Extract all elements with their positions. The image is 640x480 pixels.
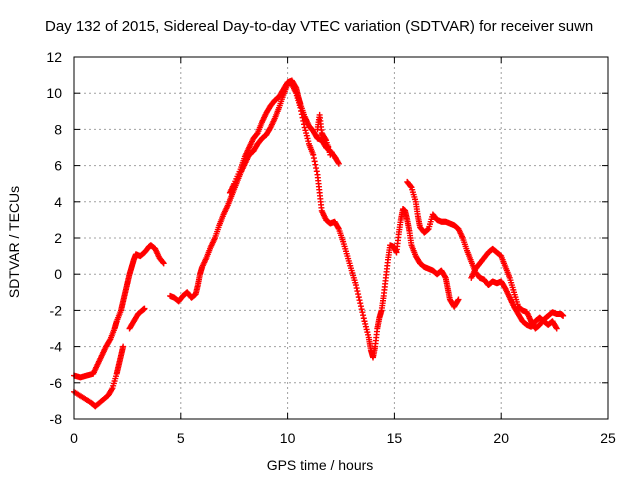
data-point	[354, 288, 361, 295]
data-point	[108, 386, 115, 393]
x-axis-ticks: 0 5 10 15 20 25	[70, 57, 616, 446]
data-point	[357, 300, 364, 307]
data-point	[322, 136, 329, 143]
data-point	[313, 165, 320, 172]
data-point	[359, 309, 366, 316]
y-tick-label: 0	[54, 266, 62, 282]
data-point	[335, 224, 342, 231]
y-tick-label: 8	[54, 121, 62, 137]
grid-lines	[74, 57, 608, 419]
x-tick-label: 25	[600, 430, 616, 446]
series-seg-e	[226, 77, 342, 196]
chart-title: Day 132 of 2015, Sidereal Day-to-day VTE…	[45, 18, 594, 35]
data-point	[356, 297, 363, 304]
x-tick-label: 20	[493, 430, 509, 446]
plot-frame	[73, 56, 609, 420]
data-point	[303, 132, 310, 139]
y-tick-label: -6	[50, 375, 63, 391]
data-point	[363, 326, 370, 333]
data-point	[361, 318, 368, 325]
data-point	[352, 282, 359, 289]
series-seg-b	[71, 242, 167, 381]
data-point	[355, 294, 362, 301]
data-point	[355, 291, 362, 298]
data-point	[106, 337, 113, 344]
x-axis-label: GPS time / hours	[266, 457, 374, 473]
y-tick-label: -8	[50, 411, 63, 427]
data-point	[553, 325, 560, 332]
data-point	[327, 151, 334, 158]
series-seg-d	[167, 79, 462, 361]
data-point	[304, 135, 311, 142]
data-point	[335, 159, 342, 166]
x-tick-label: 10	[280, 430, 296, 446]
series-seg-f	[404, 178, 560, 332]
data-point	[553, 324, 560, 331]
y-axis-label: SDTVAR / TECUs	[6, 185, 22, 299]
data-point	[365, 331, 372, 338]
data-point	[362, 320, 369, 327]
series-seg-g	[468, 245, 567, 332]
y-tick-label: 2	[54, 230, 62, 246]
data-point	[302, 127, 309, 134]
data-point	[358, 306, 365, 313]
data-point	[310, 155, 317, 162]
data-point	[303, 130, 310, 137]
data-point	[455, 296, 462, 303]
data-point	[312, 161, 319, 168]
data-point	[313, 168, 320, 175]
data-point	[311, 158, 318, 165]
x-tick-label: 15	[387, 430, 403, 446]
data-point	[335, 160, 342, 167]
data-point	[360, 312, 367, 319]
data-point	[362, 323, 369, 330]
data-point	[160, 260, 167, 267]
data-points	[71, 77, 567, 410]
data-point	[310, 151, 317, 158]
data-point	[360, 315, 367, 322]
data-point	[120, 343, 127, 350]
data-point	[407, 183, 414, 190]
data-point	[332, 155, 339, 162]
data-point	[353, 285, 360, 292]
y-tick-label: 12	[46, 49, 62, 65]
x-tick-label: 0	[70, 430, 78, 446]
y-tick-label: 4	[54, 194, 62, 210]
data-point	[305, 138, 312, 145]
series-seg-a	[71, 343, 127, 410]
data-point	[357, 303, 364, 310]
data-point	[141, 305, 148, 312]
data-point	[441, 273, 448, 280]
y-tick-label: -2	[50, 302, 63, 318]
data-point	[160, 259, 166, 266]
data-point	[364, 329, 371, 336]
series-seg-c	[126, 305, 148, 332]
y-tick-label: 10	[46, 85, 62, 101]
x-tick-label: 5	[177, 430, 185, 446]
data-point	[454, 297, 461, 304]
data-point	[292, 83, 299, 90]
y-tick-label: -4	[50, 339, 63, 355]
data-point	[560, 312, 567, 319]
data-point	[301, 124, 308, 131]
y-tick-label: 6	[54, 158, 62, 174]
